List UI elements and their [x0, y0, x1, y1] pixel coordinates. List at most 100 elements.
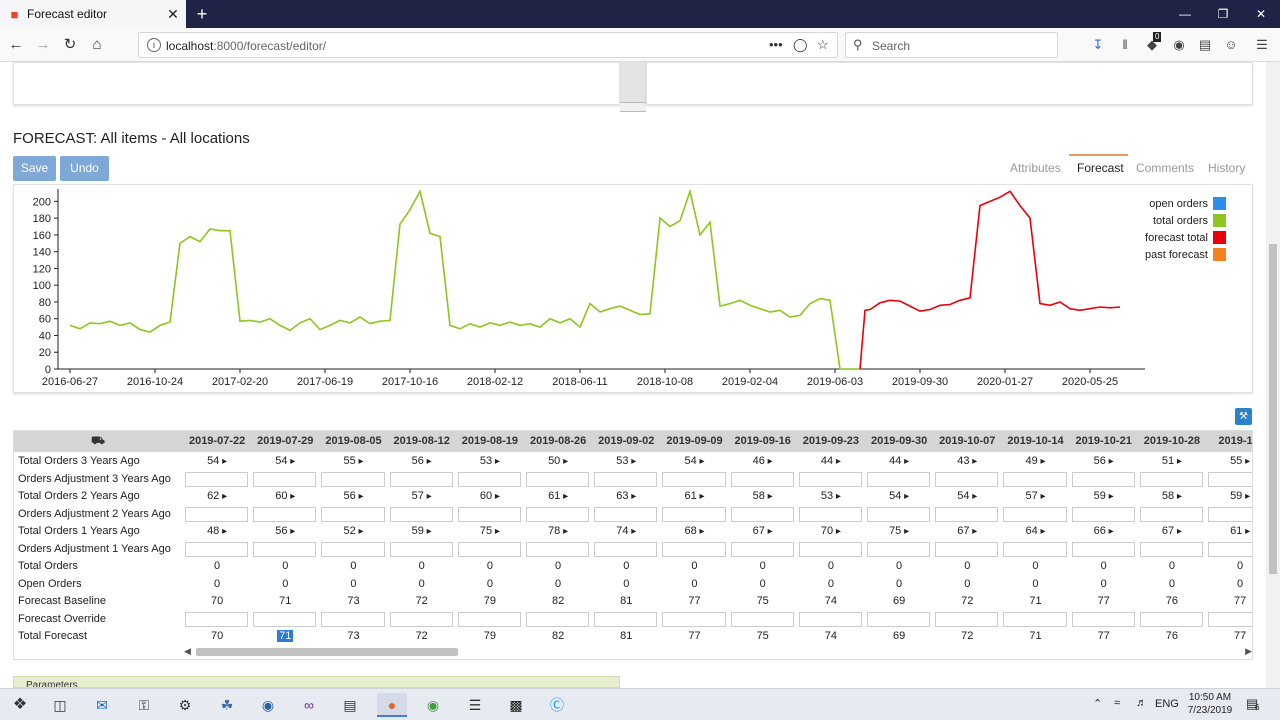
account-icon[interactable]: ☺ — [1224, 37, 1238, 52]
grid-input-cell[interactable] — [730, 611, 794, 627]
grid-value-cell[interactable]: 74 ▸ — [592, 523, 660, 540]
search-bar[interactable]: ⚲ Search — [845, 32, 1058, 58]
expand-arrow-icon[interactable]: ▸ — [219, 491, 228, 502]
grid-value-cell[interactable]: 55 ▸ — [319, 453, 387, 470]
grid-value-cell[interactable]: 63 ▸ — [592, 488, 660, 505]
grid-value-cell[interactable]: 48 ▸ — [183, 523, 251, 540]
grid-value-cell[interactable]: 66 ▸ — [1070, 523, 1138, 540]
grid-input-cell[interactable] — [526, 541, 590, 557]
expand-arrow-icon[interactable]: ▸ — [492, 491, 500, 502]
grid-input-cell[interactable] — [662, 541, 726, 557]
grid-input-cell[interactable] — [457, 471, 521, 487]
grid-input-cell[interactable] — [185, 506, 249, 522]
bookmark-star-icon[interactable]: ☆ — [817, 37, 829, 52]
grid-value-cell[interactable]: 61 ▸ — [660, 488, 728, 505]
grid-input-cell[interactable] — [1139, 541, 1203, 557]
grid-input-cell[interactable] — [253, 541, 317, 557]
grid-value-cell[interactable]: 59 ▸ — [1070, 488, 1138, 505]
expand-arrow-icon[interactable]: ▸ — [287, 456, 296, 467]
grid-value-cell[interactable]: 56 ▸ — [1070, 453, 1138, 470]
legend-item[interactable]: forecast total — [1145, 229, 1226, 246]
home-icon[interactable]: ⌂ — [92, 36, 102, 53]
grid-input-cell[interactable] — [321, 506, 385, 522]
expand-arrow-icon[interactable]: ▸ — [1037, 526, 1046, 537]
grid-input-cell[interactable] — [185, 541, 249, 557]
grid-value-cell[interactable]: 53 ▸ — [797, 488, 865, 505]
expand-arrow-icon[interactable]: ▸ — [355, 491, 364, 502]
save-button[interactable]: Save — [13, 156, 56, 181]
grid-value-cell[interactable]: 44 ▸ — [797, 453, 865, 470]
expand-arrow-icon[interactable]: ▸ — [969, 491, 978, 502]
grid-value-cell[interactable]: 59 ▸ — [388, 523, 456, 540]
expand-arrow-icon[interactable]: ▸ — [833, 491, 841, 502]
reload-icon[interactable]: ↻ — [63, 36, 77, 53]
expand-arrow-icon[interactable]: ▸ — [1174, 456, 1182, 467]
tab-history[interactable]: History — [1208, 161, 1246, 175]
grid-input-cell[interactable] — [867, 541, 931, 557]
grid-value-cell[interactable]: 64 ▸ — [1001, 523, 1069, 540]
download-icon[interactable]: ↧ — [1092, 37, 1104, 52]
legend-item[interactable]: total orders — [1145, 212, 1226, 229]
grid-value-cell[interactable]: 75 ▸ — [865, 523, 933, 540]
grid-value-cell[interactable]: 56 ▸ — [388, 453, 456, 470]
visual-studio-icon[interactable]: ∞ — [304, 697, 314, 713]
grid-value-cell[interactable]: 44 ▸ — [865, 453, 933, 470]
expand-arrow-icon[interactable]: ▸ — [1105, 456, 1114, 467]
grid-input-cell[interactable] — [321, 541, 385, 557]
grid-input-cell[interactable] — [730, 541, 794, 557]
grid-input-cell[interactable] — [935, 541, 999, 557]
outlook-icon[interactable]: ✉ — [96, 697, 108, 713]
wifi-icon[interactable]: ≈ — [1114, 697, 1121, 709]
grid-value-cell[interactable]: 54 ▸ — [660, 453, 728, 470]
parameters-pane[interactable]: Parameters — [13, 676, 620, 688]
tab-comments[interactable]: Comments — [1136, 161, 1195, 175]
expand-arrow-icon[interactable]: ▸ — [1105, 526, 1114, 537]
expand-arrow-icon[interactable]: ▸ — [901, 491, 910, 502]
expand-arrow-icon[interactable]: ▸ — [901, 526, 910, 537]
grid-input-cell[interactable] — [730, 471, 794, 487]
grid-value-cell[interactable]: 56 ▸ — [251, 523, 319, 540]
expand-arrow-icon[interactable]: ▸ — [287, 526, 296, 537]
grid-input-cell[interactable] — [867, 471, 931, 487]
grid-input-cell[interactable] — [594, 471, 658, 487]
grid-input-cell[interactable] — [1003, 506, 1067, 522]
taskbar-clock[interactable]: 10:50 AM 7/23/2019 — [1180, 691, 1240, 717]
app-globe-icon[interactable]: ◉ — [261, 697, 275, 713]
vertical-scrollbar[interactable] — [1266, 62, 1280, 688]
grid-value-cell[interactable]: 75 ▸ — [456, 523, 524, 540]
grid-input-cell[interactable] — [457, 611, 521, 627]
grid-input-cell[interactable] — [594, 541, 658, 557]
expand-arrow-icon[interactable]: ▸ — [355, 526, 364, 537]
expand-arrow-icon[interactable]: ▸ — [492, 456, 500, 467]
expand-arrow-icon[interactable]: ▸ — [628, 526, 637, 537]
scroll-right-icon[interactable]: ▶ — [1245, 646, 1252, 656]
grid-value-cell[interactable]: 68 ▸ — [660, 523, 728, 540]
grid-value-cell[interactable]: 53 ▸ — [592, 453, 660, 470]
horizontal-scroll-thumb[interactable] — [196, 648, 458, 656]
grid-value-cell[interactable]: 58 ▸ — [729, 488, 797, 505]
page-actions-icon[interactable]: ••• — [769, 37, 783, 52]
back-icon[interactable]: ← — [8, 36, 24, 53]
grid-value-cell[interactable]: 67 ▸ — [729, 523, 797, 540]
grid-input-cell[interactable] — [185, 471, 249, 487]
grid-input-cell[interactable] — [662, 611, 726, 627]
expand-arrow-icon[interactable]: ▸ — [969, 526, 978, 537]
firefox-icon[interactable]: ● — [377, 693, 407, 717]
expand-arrow-icon[interactable]: ▸ — [833, 456, 841, 467]
splitter-grip-icon[interactable] — [620, 102, 646, 112]
grid-input-cell[interactable] — [662, 506, 726, 522]
grid-value-cell[interactable]: 70 ▸ — [797, 523, 865, 540]
grid-value-cell[interactable]: 58 ▸ — [1138, 488, 1206, 505]
tab-forecast[interactable]: Forecast — [1077, 161, 1124, 175]
grid-input-cell[interactable] — [526, 611, 590, 627]
grid-input-cell[interactable] — [389, 471, 453, 487]
forward-icon[interactable]: → — [35, 36, 51, 53]
library-icon[interactable]: ‖ — [1122, 37, 1128, 52]
expand-arrow-icon[interactable]: ▸ — [1174, 491, 1182, 502]
grid-value-cell[interactable]: 49 ▸ — [1001, 453, 1069, 470]
grid-input-cell[interactable] — [253, 471, 317, 487]
expand-arrow-icon[interactable]: ▸ — [1242, 491, 1251, 502]
grid-input-cell[interactable] — [253, 611, 317, 627]
close-window-icon[interactable]: ✕ — [1255, 7, 1267, 21]
expand-arrow-icon[interactable]: ▸ — [355, 456, 364, 467]
